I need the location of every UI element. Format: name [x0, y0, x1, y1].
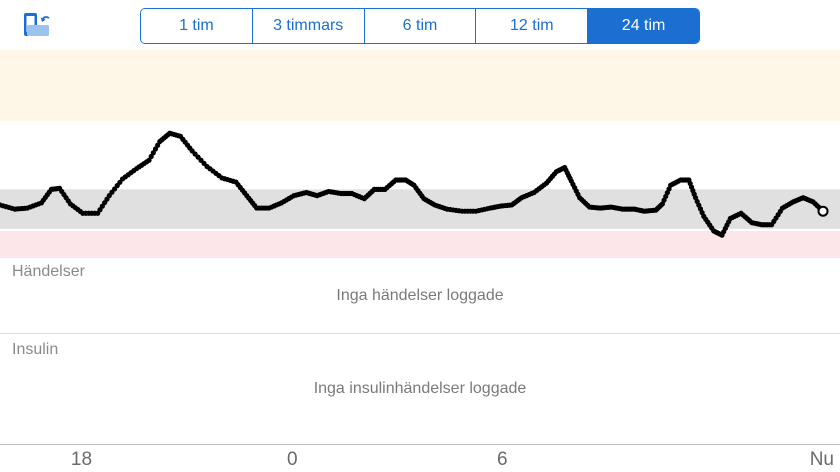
- insulin-section-title: Insulin: [12, 341, 59, 358]
- x-tick-label: Nu: [809, 449, 834, 470]
- x-tick-label: 6: [497, 449, 508, 470]
- range-12-tim[interactable]: 12 tim: [476, 9, 589, 43]
- low-zone: [0, 230, 840, 258]
- range-6-tim[interactable]: 6 tim: [364, 9, 477, 43]
- high-zone: [0, 50, 840, 121]
- range-24-tim[interactable]: 24 tim: [588, 9, 699, 43]
- time-range-selector: 1 tim 3 timmars 6 tim 12 tim 24 tim: [140, 8, 700, 44]
- glucose-chart: [0, 50, 840, 258]
- x-tick-label: 18: [70, 449, 93, 470]
- current-glucose-point: [817, 205, 829, 217]
- range-3-timmars[interactable]: 3 timmars: [252, 9, 365, 43]
- insulin-empty-message: Inga insulinhändelser loggade: [313, 380, 527, 397]
- phone-rotate-icon[interactable]: [22, 11, 54, 39]
- events-section-title: Händelser: [12, 263, 85, 280]
- events-empty-message: Inga händelser loggade: [336, 287, 504, 304]
- range-1-tim[interactable]: 1 tim: [141, 9, 253, 43]
- section-divider: [0, 333, 840, 334]
- x-axis-line: [0, 444, 840, 445]
- x-tick-label: 0: [287, 449, 298, 470]
